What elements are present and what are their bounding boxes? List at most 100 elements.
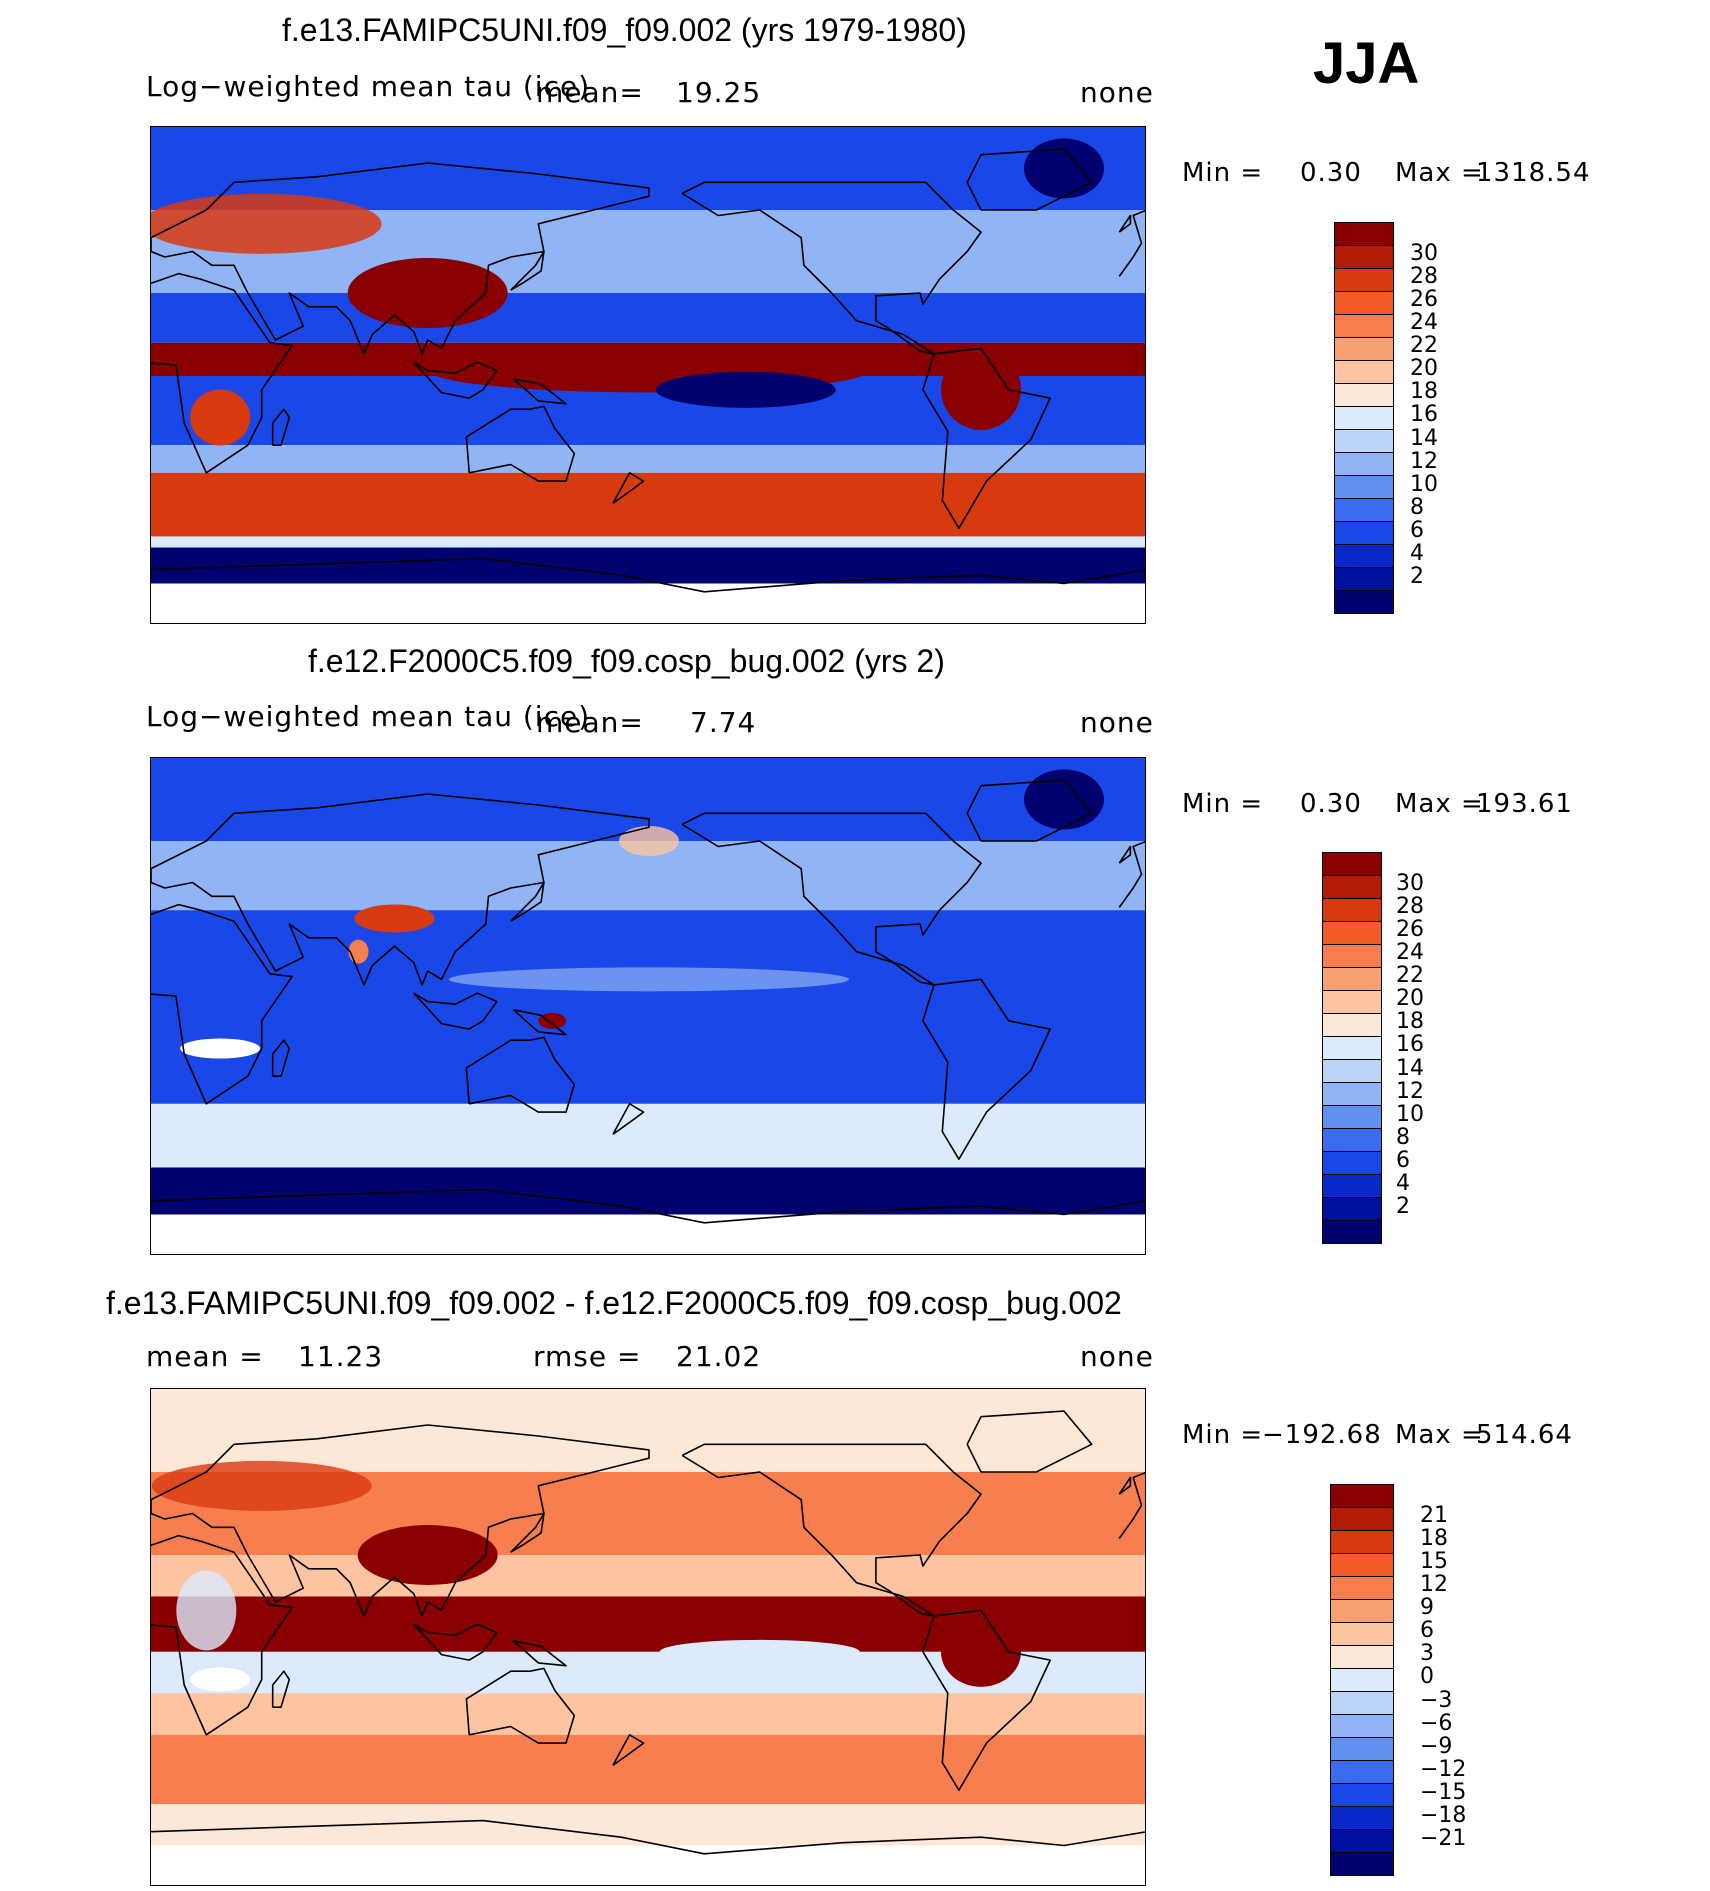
colorbar-tick-label: 22 bbox=[1410, 333, 1438, 359]
field-blob bbox=[655, 371, 836, 408]
field-blob bbox=[190, 1667, 251, 1692]
colorbar-swatch bbox=[1331, 1646, 1393, 1669]
coastline bbox=[612, 1734, 645, 1766]
field-band bbox=[151, 445, 1145, 473]
coastline bbox=[922, 347, 1051, 529]
field-band bbox=[151, 1555, 1145, 1597]
coastline bbox=[510, 881, 545, 922]
colorbar-tick-label: 2 bbox=[1410, 563, 1424, 589]
coastline bbox=[151, 793, 650, 986]
coastline bbox=[1118, 209, 1145, 277]
panel-2-title: f.e12.F2000C5.f09_f09.cosp_bug.002 (yrs … bbox=[308, 643, 945, 679]
colorbar-tick-label: 6 bbox=[1410, 517, 1424, 543]
colorbar-tick-label: 8 bbox=[1410, 494, 1424, 520]
colorbar-swatch bbox=[1331, 1830, 1393, 1853]
coastline bbox=[1118, 1476, 1132, 1495]
colorbar-swatch bbox=[1331, 1761, 1393, 1784]
coastline bbox=[510, 1512, 545, 1553]
colorbar-swatch bbox=[1331, 1738, 1393, 1761]
coastline bbox=[966, 148, 1093, 211]
field-band bbox=[151, 472, 1145, 537]
coastline bbox=[465, 1667, 576, 1744]
field-band bbox=[151, 1103, 1145, 1168]
colorbar-swatch bbox=[1323, 1106, 1381, 1129]
coastline bbox=[612, 1103, 645, 1135]
colorbar-swatch bbox=[1335, 269, 1393, 292]
colorbar-tick-label: 14 bbox=[1396, 1055, 1424, 1081]
field-band bbox=[151, 1845, 1145, 1885]
colorbar-tick-label: 24 bbox=[1396, 940, 1424, 966]
colorbar-tick-label: 28 bbox=[1396, 894, 1424, 920]
colorbar-tick-label: 4 bbox=[1396, 1170, 1410, 1196]
field-band bbox=[151, 536, 1145, 548]
coastline bbox=[413, 361, 498, 399]
coastline bbox=[151, 272, 293, 474]
colorbar-swatch bbox=[1331, 1784, 1393, 1807]
field-band bbox=[151, 1693, 1145, 1735]
season-label: JJA bbox=[1313, 31, 1420, 96]
colorbar-tick-label: 30 bbox=[1396, 871, 1424, 897]
panel-3-mean-label: mean = bbox=[146, 1340, 264, 1373]
colorbar-tick-label: 14 bbox=[1410, 425, 1438, 451]
colorbar-tick-label: 10 bbox=[1396, 1101, 1424, 1127]
field-blob bbox=[151, 193, 382, 254]
panel-2-colorbar bbox=[1322, 852, 1382, 1244]
colorbar-swatch bbox=[1331, 1623, 1393, 1646]
panel-3-rmse-value: 21.02 bbox=[676, 1340, 762, 1373]
field-blob bbox=[941, 349, 1021, 430]
colorbar-swatch bbox=[1323, 876, 1381, 899]
colorbar-swatch bbox=[1335, 453, 1393, 476]
colorbar-swatch bbox=[1323, 1060, 1381, 1083]
field-blob bbox=[1024, 138, 1104, 199]
colorbar-tick-label: −21 bbox=[1420, 1825, 1467, 1851]
colorbar-swatch bbox=[1335, 407, 1393, 430]
field-band bbox=[151, 547, 1145, 584]
coastline bbox=[151, 1819, 1145, 1855]
colorbar-tick-label: 30 bbox=[1410, 241, 1438, 267]
colorbar-swatch bbox=[1335, 384, 1393, 407]
panel-1-colorbar bbox=[1334, 222, 1394, 614]
colorbar-swatch bbox=[1331, 1853, 1393, 1875]
field-blob bbox=[176, 1570, 237, 1651]
field-blob bbox=[190, 389, 251, 446]
panel-2-mean-value: 7.74 bbox=[690, 706, 757, 739]
colorbar-tick-label: 15 bbox=[1420, 1549, 1448, 1575]
colorbar-swatch bbox=[1331, 1577, 1393, 1600]
panel-1-units: none bbox=[1080, 76, 1154, 109]
panel-3-map bbox=[150, 1388, 1146, 1886]
coastline bbox=[681, 181, 982, 355]
coastline bbox=[1118, 1471, 1145, 1539]
colorbar-tick-label: 16 bbox=[1396, 1032, 1424, 1058]
field-blob bbox=[449, 967, 849, 992]
colorbar-tick-label: 20 bbox=[1410, 356, 1438, 382]
colorbar-swatch bbox=[1323, 853, 1381, 876]
colorbar-swatch bbox=[1323, 1083, 1381, 1106]
coastline bbox=[465, 405, 576, 482]
colorbar-swatch bbox=[1331, 1669, 1393, 1692]
colorbar-tick-label: 18 bbox=[1396, 1009, 1424, 1035]
panel-3-min-label: Min = bbox=[1182, 1420, 1264, 1450]
panel-3-colorbar bbox=[1330, 1484, 1394, 1876]
colorbar-swatch bbox=[1335, 476, 1393, 499]
colorbar-swatch bbox=[1331, 1692, 1393, 1715]
field-band bbox=[151, 1734, 1145, 1804]
field-band bbox=[151, 1214, 1145, 1254]
panel-2-variable-label: Log−weighted mean tau (ice) bbox=[146, 700, 591, 733]
panel-2-units: none bbox=[1080, 706, 1154, 739]
colorbar-tick-label: 20 bbox=[1396, 986, 1424, 1012]
colorbar-swatch bbox=[1331, 1554, 1393, 1577]
colorbar-tick-label: 28 bbox=[1410, 264, 1438, 290]
colorbar-tick-label: 16 bbox=[1410, 402, 1438, 428]
coastline bbox=[1118, 214, 1132, 233]
field-blob bbox=[659, 1639, 860, 1664]
colorbar-swatch bbox=[1335, 522, 1393, 545]
colorbar-swatch bbox=[1323, 1221, 1381, 1243]
coastline bbox=[151, 1424, 650, 1617]
colorbar-swatch bbox=[1335, 315, 1393, 338]
panel-1-title: f.e13.FAMIPC5UNI.f09_f09.002 (yrs 1979-1… bbox=[282, 12, 967, 48]
panel-1-max-value: 1318.54 bbox=[1476, 158, 1591, 188]
colorbar-swatch bbox=[1335, 292, 1393, 315]
coastline bbox=[151, 903, 293, 1105]
colorbar-swatch bbox=[1323, 1014, 1381, 1037]
colorbar-swatch bbox=[1323, 1152, 1381, 1175]
